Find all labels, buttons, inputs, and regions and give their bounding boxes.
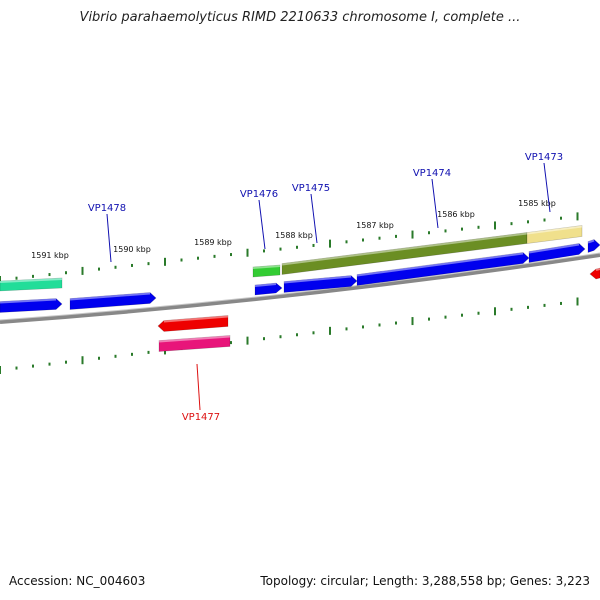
genome-summary: Topology: circular; Length: 3,288,558 bp… xyxy=(260,574,590,588)
scale-label: 1586 kbp xyxy=(437,210,475,219)
gene-label-leader xyxy=(543,162,551,213)
gene-feature xyxy=(528,243,586,263)
scale-label: 1591 kbp xyxy=(31,251,69,260)
gene-feature-highlight xyxy=(252,265,281,269)
scale-label: 1587 kbp xyxy=(356,221,394,230)
backbone-circle xyxy=(0,253,600,324)
gene-feature-highlight xyxy=(254,283,277,287)
gene-feature-highlight xyxy=(283,275,352,284)
scale-label: 1590 kbp xyxy=(113,245,151,254)
gene-feature xyxy=(0,277,63,292)
gene-feature-highlight xyxy=(69,292,151,301)
gene-label: VP1478 xyxy=(88,203,126,214)
gene-label: VP1476 xyxy=(240,189,278,200)
gene-feature-highlight xyxy=(158,335,231,343)
gene-feature xyxy=(157,315,229,332)
gene-label: VP1474 xyxy=(413,168,451,179)
gene-feature xyxy=(0,298,63,313)
gene-label-leader xyxy=(196,363,201,411)
gene-feature-highlight xyxy=(587,239,595,244)
gene-feature-highlight xyxy=(0,278,63,283)
gene-feature xyxy=(254,282,283,296)
gene-feature-highlight xyxy=(163,315,229,323)
gene-feature-highlight xyxy=(526,225,583,235)
gene-feature-highlight xyxy=(281,232,528,266)
gene-feature-highlight xyxy=(356,252,524,277)
gene-feature xyxy=(587,239,600,253)
gene-feature xyxy=(526,225,583,244)
gene-feature-highlight xyxy=(595,268,600,271)
scale-label: 1585 kbp xyxy=(518,199,556,208)
gene-feature xyxy=(283,275,358,293)
gene-label-leader xyxy=(106,213,112,263)
gene-feature xyxy=(589,267,600,280)
backbone-highlight xyxy=(0,252,600,321)
gene-label-leader xyxy=(431,178,439,229)
gene-label: VP1475 xyxy=(292,183,330,194)
gene-feature xyxy=(69,292,157,310)
gene-label: VP1473 xyxy=(525,152,563,163)
gene-feature xyxy=(252,264,281,278)
gene-feature xyxy=(356,252,530,286)
scale-label: 1588 kbp xyxy=(275,231,313,240)
gene-label-leader xyxy=(310,193,318,244)
gene-feature xyxy=(158,335,231,352)
gene-feature-highlight xyxy=(528,243,580,254)
gene-label: VP1477 xyxy=(182,412,220,423)
accession-text: Accession: NC_004603 xyxy=(9,574,146,588)
scale-label: 1589 kbp xyxy=(194,238,232,247)
gene-label-leader xyxy=(258,199,266,250)
map-title: Vibrio parahaemolyticus RIMD 2210633 chr… xyxy=(79,10,521,25)
gene-feature-highlight xyxy=(0,298,57,304)
